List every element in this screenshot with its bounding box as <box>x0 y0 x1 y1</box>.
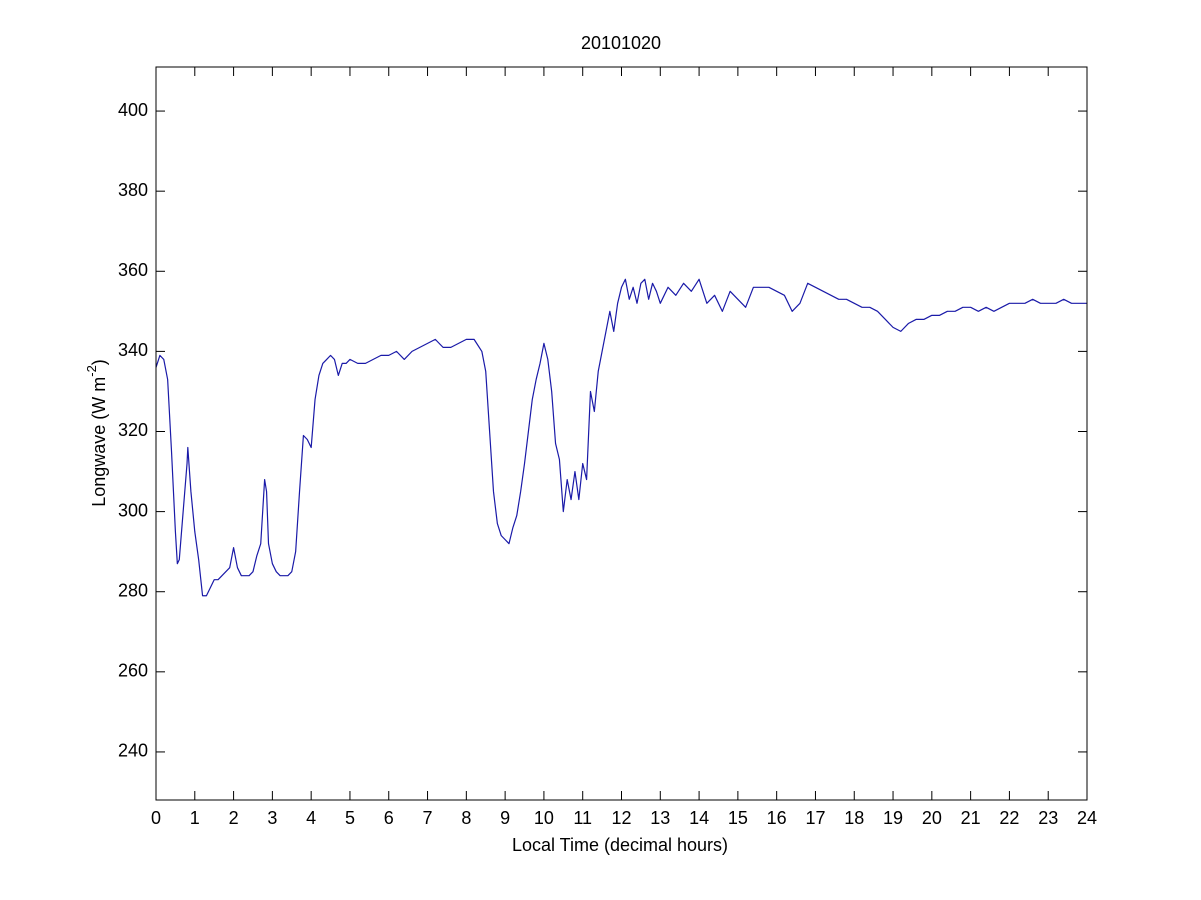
x-tick-label: 23 <box>1038 808 1058 828</box>
data-line <box>155 278 1087 597</box>
x-tick-label: 9 <box>500 808 510 828</box>
y-label-text: Longwave (W m <box>89 377 109 507</box>
x-tick-label: 3 <box>267 808 277 828</box>
x-tick-label: 2 <box>229 808 239 828</box>
x-tick-label: 0 <box>151 808 161 828</box>
x-tick-label: 13 <box>650 808 670 828</box>
x-tick-label: 6 <box>384 808 394 828</box>
x-tick-label: 14 <box>689 808 709 828</box>
y-tick-label: 360 <box>118 260 148 280</box>
x-tick-label: 19 <box>883 808 903 828</box>
x-tick-label: 11 <box>573 808 592 828</box>
x-tick-label: 12 <box>611 808 631 828</box>
x-tick-label: 5 <box>345 808 355 828</box>
x-tick-label: 18 <box>844 808 864 828</box>
x-tick-label: 17 <box>805 808 825 828</box>
x-tick-label: 22 <box>999 808 1019 828</box>
y-tick-label: 240 <box>118 741 148 761</box>
y-tick-label: 260 <box>118 661 148 681</box>
y-tick-label: 300 <box>118 500 148 520</box>
y-tick-label: 400 <box>118 100 148 120</box>
y-label-suffix: ) <box>89 359 109 365</box>
x-tick-label: 16 <box>767 808 787 828</box>
y-label-superscript: -2 <box>84 365 99 377</box>
y-tick-label: 320 <box>118 420 148 440</box>
chart-title: 20101020 <box>581 33 661 53</box>
x-tick-label: 20 <box>922 808 942 828</box>
x-axis-label: Local Time (decimal hours) <box>512 835 728 855</box>
x-tick-label: 4 <box>306 808 316 828</box>
x-tick-label: 15 <box>728 808 748 828</box>
x-tick-label: 7 <box>423 808 433 828</box>
plot-frame <box>155 66 1088 801</box>
y-tick-label: 280 <box>118 580 148 600</box>
x-tick-label: 24 <box>1077 808 1097 828</box>
y-tick-label: 340 <box>118 340 148 360</box>
y-tick-label: 380 <box>118 180 148 200</box>
x-tick-label: 1 <box>190 808 200 828</box>
y-axis-label: Longwave (W m-2) <box>84 359 108 507</box>
x-tick-label: 21 <box>961 808 981 828</box>
x-tick-label: 10 <box>534 808 554 828</box>
x-tick-label: 8 <box>461 808 471 828</box>
